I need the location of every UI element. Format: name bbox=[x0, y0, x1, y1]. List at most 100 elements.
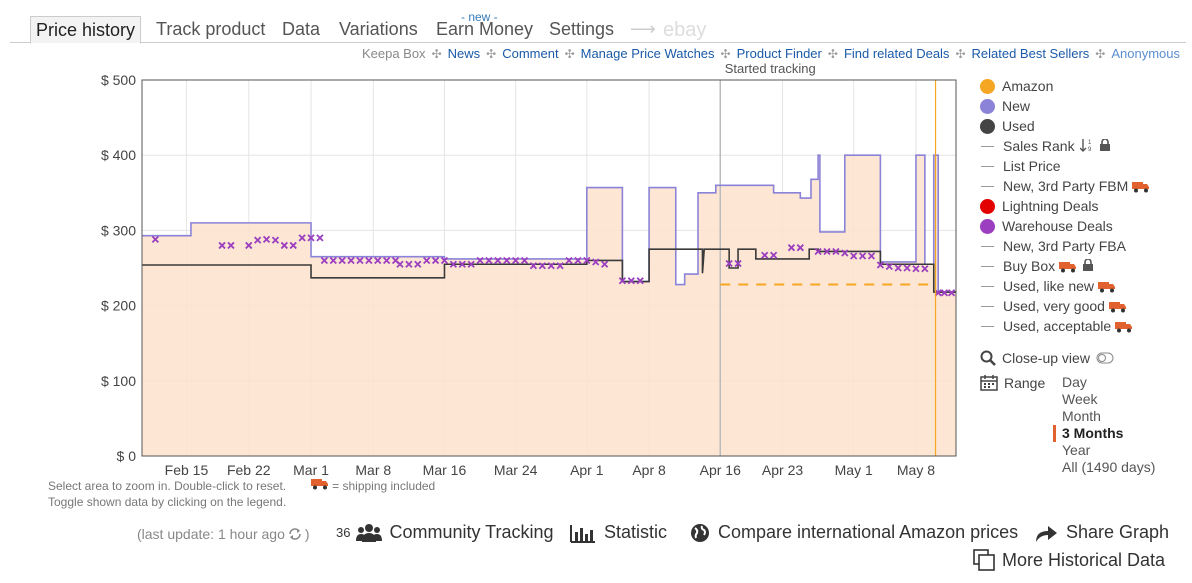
related-best-sellers-link[interactable]: Related Best Sellers bbox=[971, 46, 1090, 61]
range-option-month[interactable]: Month bbox=[1062, 408, 1101, 424]
warehouse-deal-mark bbox=[365, 256, 373, 265]
x-tick-label: Feb 22 bbox=[227, 462, 271, 478]
legend-item-list-price[interactable]: List Price bbox=[980, 156, 1150, 176]
warehouse-deal-mark bbox=[796, 244, 804, 252]
legend-label: Used, very good bbox=[1003, 298, 1105, 314]
warehouse-deal-mark bbox=[934, 289, 942, 297]
range-options: Day Week Month 3 Months Year All (1490 d… bbox=[1053, 374, 1156, 476]
warehouse-deal-mark bbox=[307, 234, 315, 242]
legend-line bbox=[981, 165, 994, 167]
warehouse-deal-mark bbox=[503, 256, 511, 265]
legend-item-used-like-new[interactable]: Used, like new bbox=[980, 276, 1150, 296]
warehouse-deal-mark bbox=[467, 260, 475, 268]
more-historical-data-link[interactable]: More Historical Data bbox=[972, 548, 1165, 572]
range-control: Range bbox=[980, 374, 1045, 394]
closeup-view-toggle[interactable]: Close-up view bbox=[980, 350, 1114, 366]
legend-item-amazon[interactable]: Amazon bbox=[980, 76, 1150, 96]
warehouse-deal-mark bbox=[769, 251, 778, 259]
compare-prices-link[interactable]: Compare international Amazon prices bbox=[690, 522, 1018, 543]
separator-icon: ✣ bbox=[955, 47, 966, 61]
x-tick-label: Apr 23 bbox=[762, 462, 803, 478]
warehouse-deal-mark bbox=[476, 256, 484, 265]
legend-label: Lightning Deals bbox=[1002, 198, 1099, 214]
warehouse-deal-mark bbox=[947, 289, 956, 297]
toggle-icon[interactable] bbox=[1096, 352, 1114, 364]
warehouse-deal-mark bbox=[414, 260, 422, 268]
warehouse-deal-mark bbox=[151, 235, 159, 244]
warehouse-deal-mark bbox=[876, 261, 885, 269]
warehouse-deal-mark bbox=[227, 241, 235, 250]
x-tick-label: Mar 24 bbox=[494, 462, 538, 478]
warehouse-deal-mark bbox=[841, 249, 849, 257]
warehouse-deal-mark bbox=[271, 236, 280, 244]
legend-item-used-very-good[interactable]: Used, very good bbox=[980, 296, 1150, 316]
community-tracking-link[interactable]: 36 Community Tracking bbox=[336, 522, 554, 543]
refresh-icon[interactable] bbox=[287, 527, 303, 541]
closeup-view-label: Close-up view bbox=[1002, 350, 1090, 366]
legend-label: Used, like new bbox=[1003, 278, 1095, 294]
warehouse-deal-mark bbox=[329, 256, 337, 265]
x-tick-label: Mar 1 bbox=[293, 462, 329, 478]
chart-hint: Select area to zoom in. Double-click to … bbox=[48, 478, 435, 510]
tab-earn-money[interactable]: Earn Money bbox=[436, 19, 534, 39]
separator-icon: ✣ bbox=[1095, 47, 1106, 61]
legend-item-used-acceptable[interactable]: Used, acceptable bbox=[980, 316, 1150, 336]
tab-variations[interactable]: Variations bbox=[339, 19, 418, 39]
news-link[interactable]: News bbox=[447, 46, 481, 61]
y-tick-label: $ 100 bbox=[101, 373, 136, 389]
legend-label: Amazon bbox=[1002, 78, 1054, 94]
legend-item-buy-box[interactable]: Buy Box bbox=[980, 256, 1150, 276]
legend-item-sales-rank[interactable]: Sales Rank 1 9 bbox=[980, 136, 1150, 156]
keepa-box-link[interactable]: Keepa Box bbox=[361, 46, 426, 61]
warehouse-deal-mark bbox=[289, 241, 297, 250]
new-price-area bbox=[142, 155, 956, 456]
ebay-link[interactable]: ebay bbox=[663, 19, 707, 41]
legend-label: New, 3rd Party FBA bbox=[1003, 238, 1126, 254]
legend-line bbox=[981, 145, 994, 147]
warehouse-deal-mark bbox=[618, 277, 627, 285]
warehouse-deal-mark bbox=[423, 256, 431, 265]
legend-item-warehouse-deals[interactable]: Warehouse Deals bbox=[980, 216, 1150, 236]
legend-item-used[interactable]: Used bbox=[980, 116, 1150, 136]
warehouse-deal-mark bbox=[254, 236, 262, 244]
share-graph-link[interactable]: Share Graph bbox=[1034, 522, 1169, 543]
legend-item-new[interactable]: New bbox=[980, 96, 1150, 116]
legend-item-lightning-deals[interactable]: Lightning Deals bbox=[980, 196, 1150, 216]
legend-item-new-3rd-party-fba[interactable]: New, 3rd Party FBA bbox=[980, 236, 1150, 256]
legend-item-new-3rd-party-fbm[interactable]: New, 3rd Party FBM bbox=[980, 176, 1150, 196]
warehouse-deal-mark bbox=[280, 241, 288, 250]
range-option-week[interactable]: Week bbox=[1062, 391, 1098, 407]
statistic-link[interactable]: Statistic bbox=[570, 522, 667, 543]
warehouse-deal-mark bbox=[885, 262, 893, 271]
price-chart-svg[interactable]: $ 0 $ 100 $ 200 $ 300 $ 400 $ 500 Feb 15 Feb 22… bbox=[0, 60, 970, 480]
separator-icon: ✣ bbox=[827, 47, 838, 61]
separator-icon: ✣ bbox=[431, 47, 442, 61]
x-tick-label: Apr 8 bbox=[632, 462, 666, 478]
warehouse-deal-mark bbox=[449, 260, 458, 268]
find-related-deals-link[interactable]: Find related Deals bbox=[843, 46, 950, 61]
tab-data[interactable]: Data bbox=[282, 19, 321, 39]
range-option-all[interactable]: All (1490 days) bbox=[1062, 459, 1156, 475]
range-option-day[interactable]: Day bbox=[1062, 374, 1087, 390]
tab-settings[interactable]: Settings bbox=[549, 19, 615, 39]
tab-price-history[interactable]: Price history bbox=[30, 16, 142, 44]
comment-link[interactable]: Comment bbox=[502, 46, 559, 61]
zoom-hint: Select area to zoom in. Double-click to … bbox=[48, 479, 287, 493]
anonymous-link[interactable]: Anonymous bbox=[1111, 46, 1180, 61]
warehouse-deal-mark bbox=[734, 259, 742, 268]
range-option-3-months[interactable]: 3 Months bbox=[1053, 425, 1155, 442]
legend-line bbox=[981, 325, 994, 327]
svg-text:9: 9 bbox=[1088, 147, 1092, 152]
tab-bar: Price history Track product Data Variati… bbox=[10, 10, 1186, 44]
range-option-year[interactable]: Year bbox=[1062, 442, 1091, 458]
tab-track-product[interactable]: Track product bbox=[156, 19, 266, 39]
warehouse-deal-mark bbox=[921, 265, 929, 273]
warehouse-deal-mark bbox=[636, 277, 644, 285]
warehouse-deal-mark bbox=[565, 256, 573, 265]
manage-price-watches-link[interactable]: Manage Price Watches bbox=[580, 46, 715, 61]
truck-icon bbox=[1108, 300, 1127, 313]
warehouse-deal-mark bbox=[850, 252, 858, 260]
community-tracking-label: Community Tracking bbox=[389, 522, 554, 542]
price-history-chart[interactable]: $ 0 $ 100 $ 200 $ 300 $ 400 $ 500 Feb 15 Feb 22… bbox=[0, 60, 970, 485]
product-finder-link[interactable]: Product Finder bbox=[736, 46, 822, 61]
